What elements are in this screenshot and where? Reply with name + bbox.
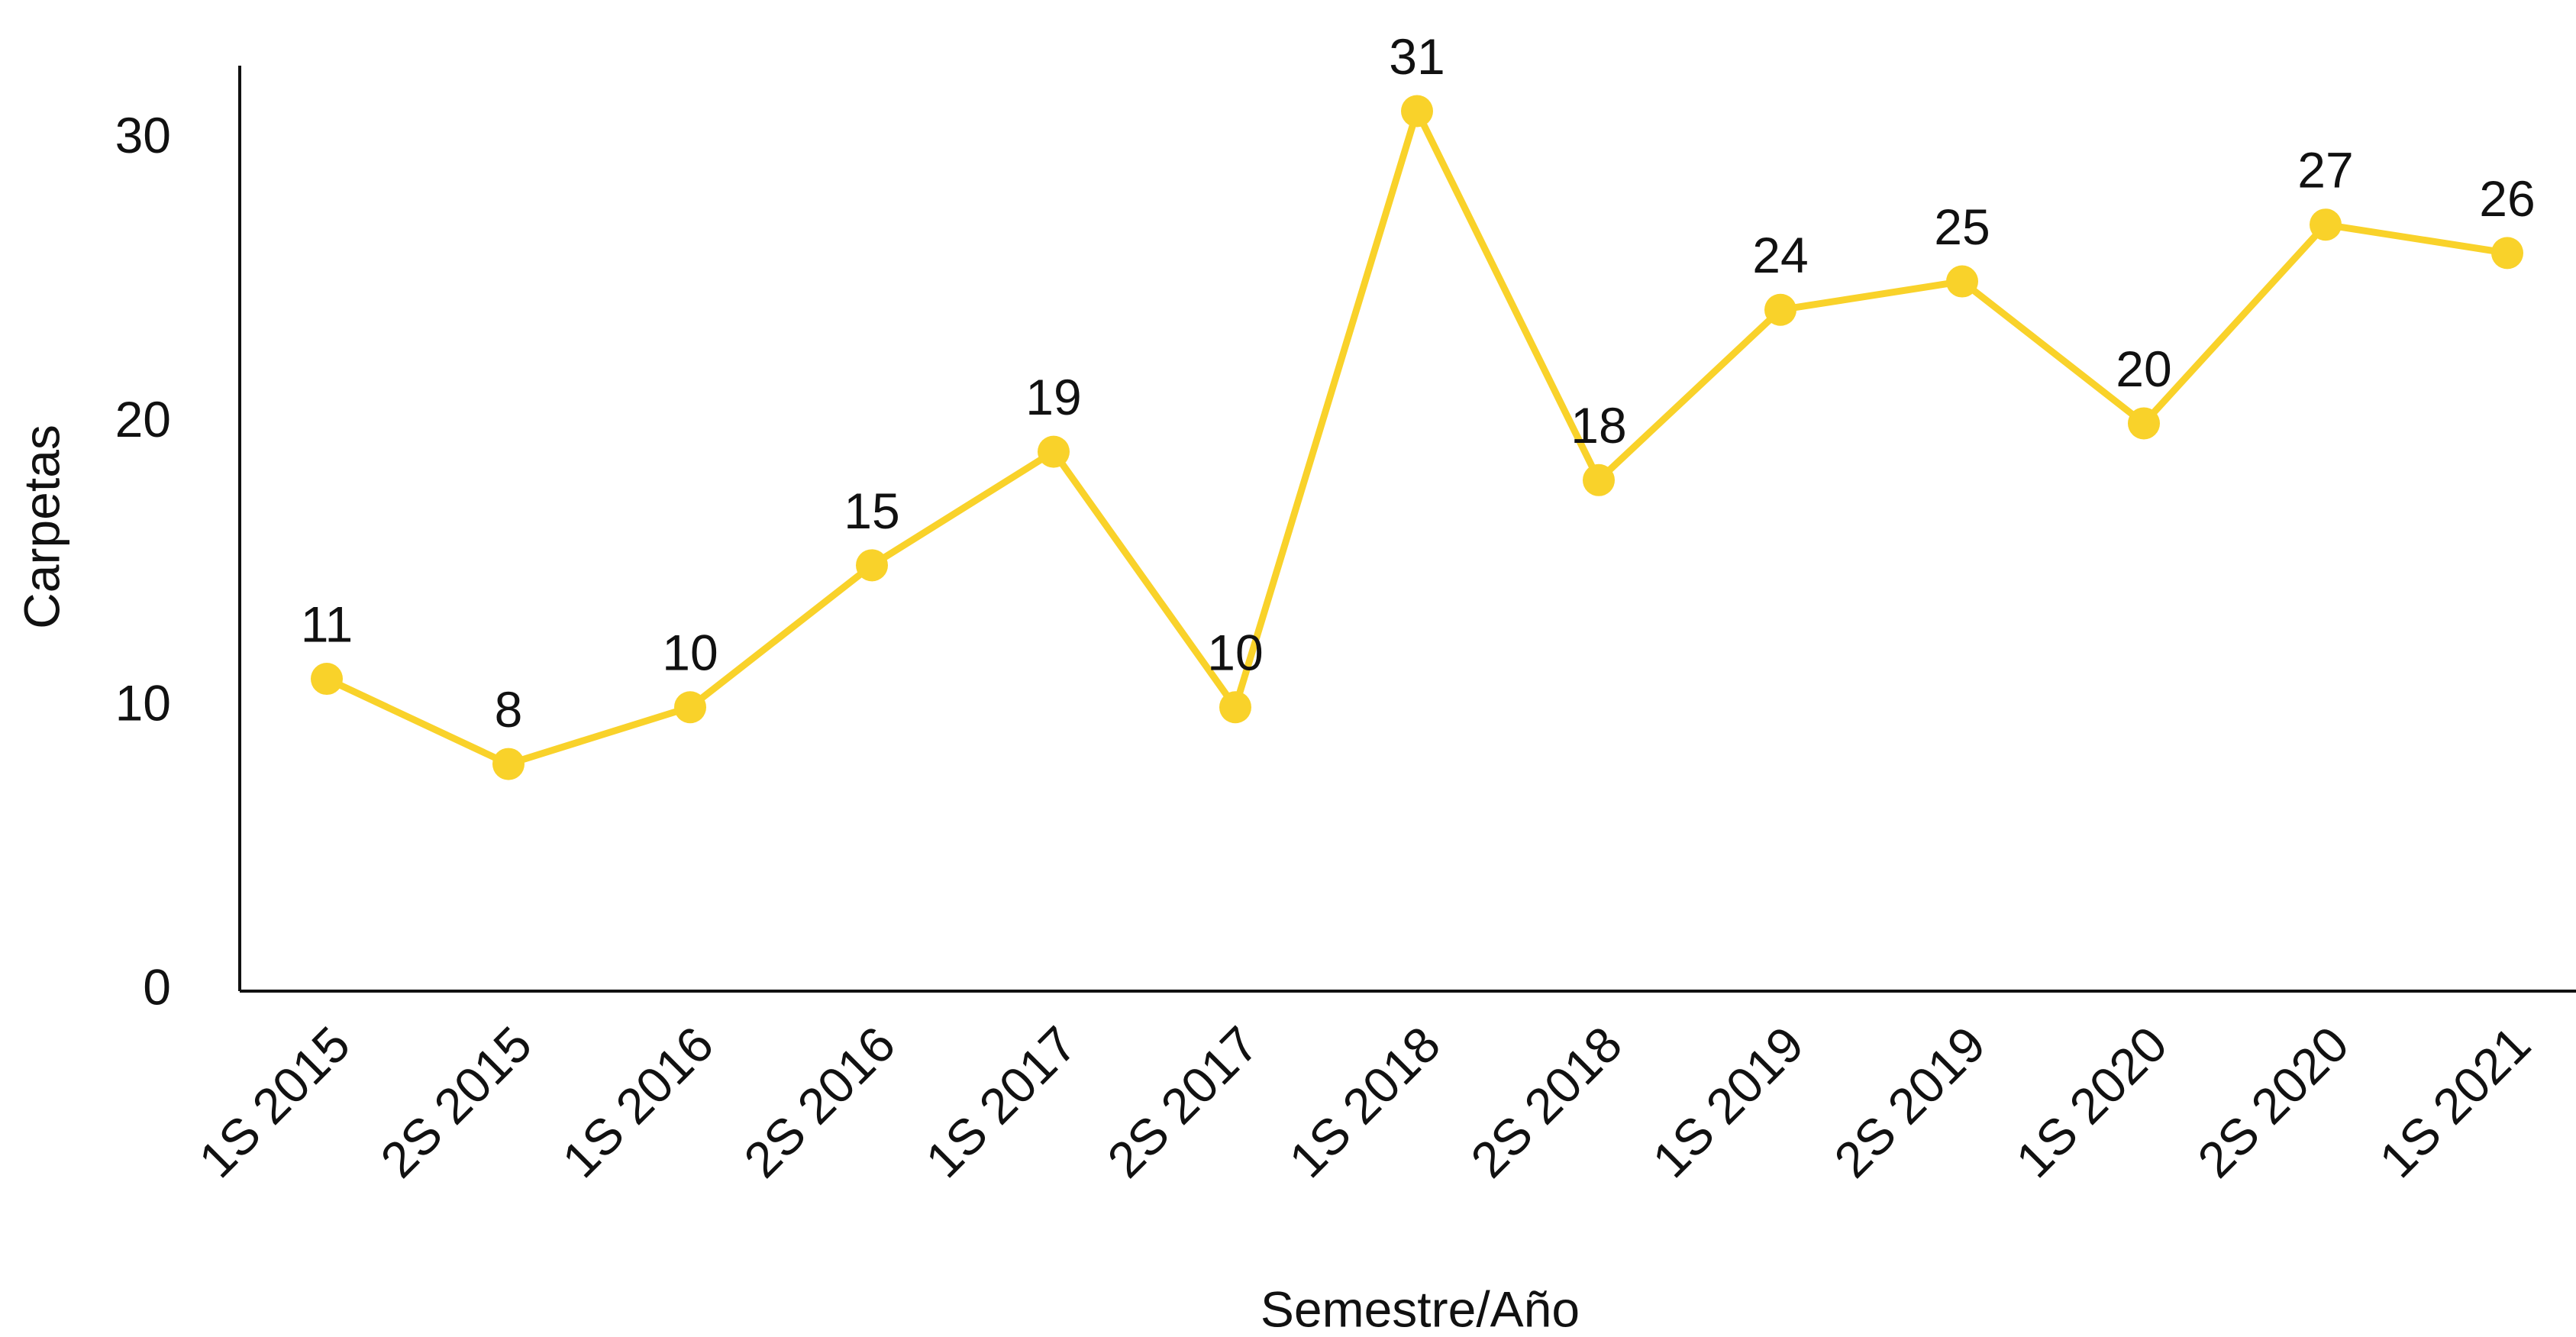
point	[1038, 435, 1070, 468]
x-axis-title: Semestre/Año	[1261, 1280, 1580, 1337]
data-label: 27	[2297, 142, 2353, 199]
x-tick-label: 1S 2019	[1641, 1016, 1814, 1188]
data-label: 25	[1934, 199, 1990, 255]
point	[856, 549, 888, 582]
point	[1401, 95, 1433, 128]
data-label: 24	[1752, 227, 1808, 283]
point	[2128, 407, 2160, 440]
point	[311, 663, 343, 696]
point	[1219, 691, 1251, 724]
data-label: 15	[844, 483, 899, 539]
x-tick-label: 1S 2021	[2368, 1016, 2541, 1188]
x-tick-label: 1S 2015	[188, 1016, 360, 1188]
data-label: 8	[495, 681, 523, 738]
x-tick-label: 1S 2017	[915, 1016, 1087, 1188]
line	[325, 107, 2508, 768]
x-tick-label: 2S 2019	[1823, 1016, 1996, 1188]
point	[2491, 237, 2523, 270]
data-label: 20	[2116, 341, 2171, 397]
y-axis-title: Carpetas	[13, 425, 69, 629]
y-tick-label: 0	[143, 958, 171, 1015]
point	[1764, 293, 1796, 326]
point	[1946, 265, 1978, 298]
data-label: 26	[2479, 170, 2535, 227]
point	[492, 748, 525, 780]
x-tick-label: 2S 2018	[1460, 1016, 1632, 1188]
data-label: 18	[1570, 397, 1626, 454]
y-tick-label: 30	[115, 107, 171, 163]
x-tick-label: 2S 2017	[1096, 1016, 1269, 1188]
x-tick-label: 1S 2020	[2005, 1016, 2177, 1188]
point	[1583, 463, 1615, 496]
point	[674, 691, 706, 724]
y-tick-label: 20	[115, 391, 171, 447]
data-label: 10	[662, 625, 718, 681]
x-tick-label: 1S 2018	[1278, 1016, 1451, 1188]
data-label: 19	[1025, 369, 1081, 425]
x-tick-label: 2S 2016	[733, 1016, 905, 1188]
x-tick-label: 2S 2015	[370, 1016, 542, 1188]
x-tick-label: 1S 2016	[551, 1016, 724, 1188]
point	[2310, 208, 2342, 241]
data-label: 11	[301, 596, 353, 652]
y-tick-label: 10	[115, 675, 171, 731]
data-label: 10	[1207, 625, 1263, 681]
x-tick-label: 2S 2020	[2187, 1016, 2359, 1188]
data-label: 31	[1389, 28, 1445, 85]
